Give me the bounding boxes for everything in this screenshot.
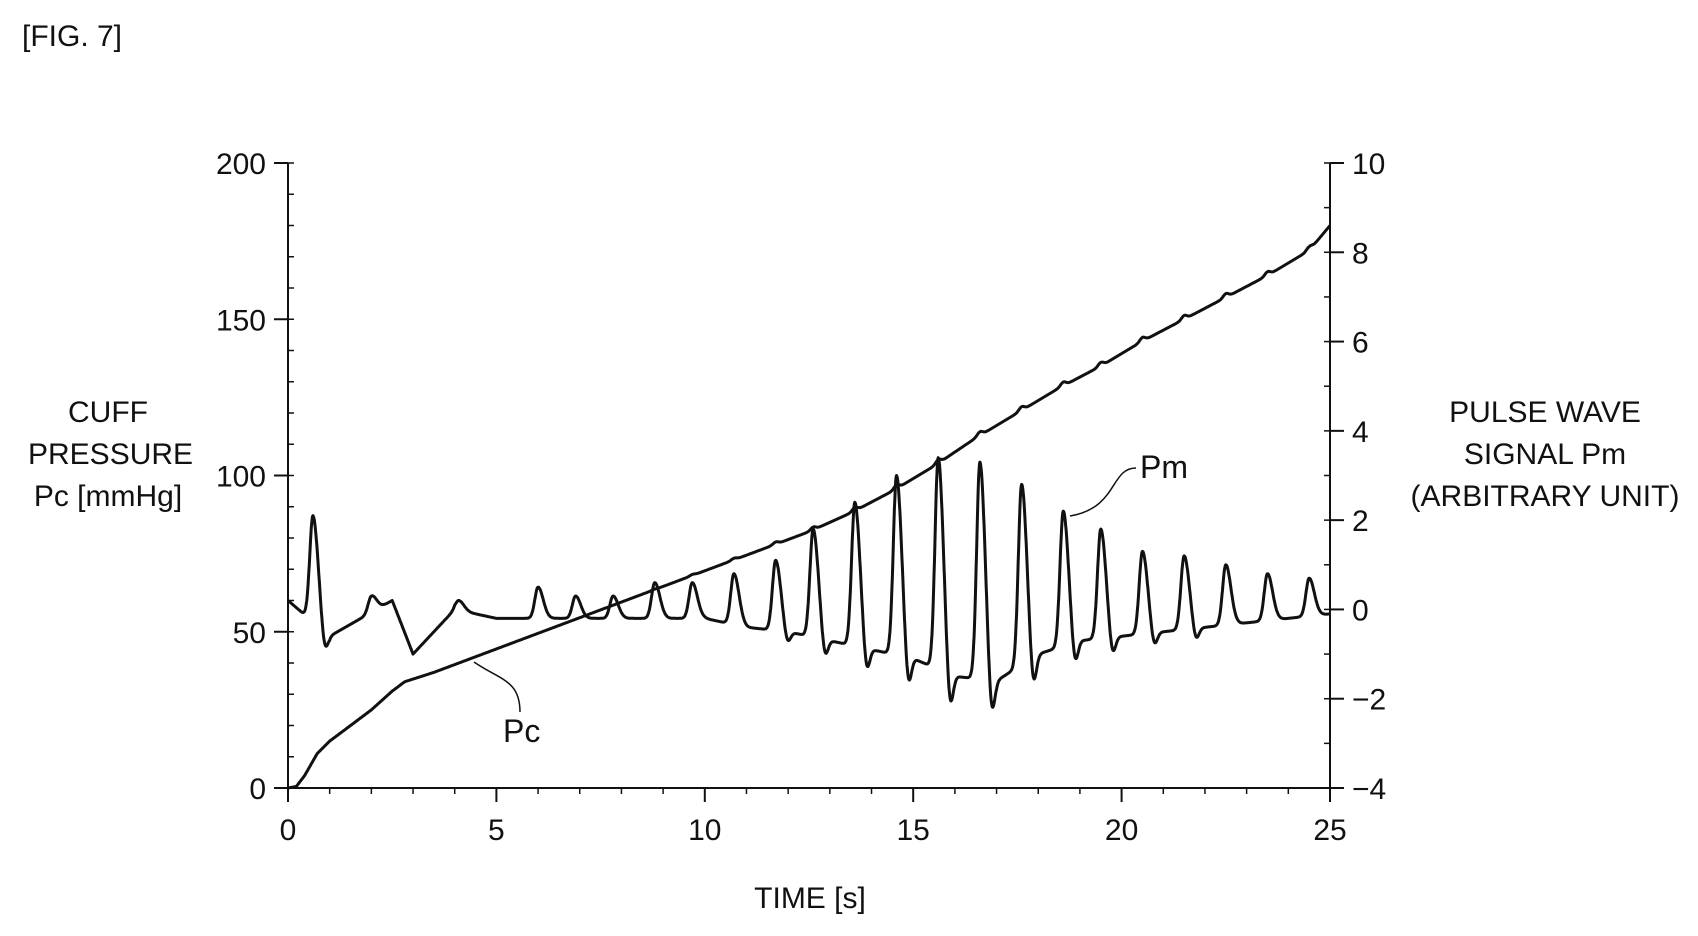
y-axis-right-label-line: (ARBITRARY UNIT): [1410, 480, 1680, 513]
annotations: Pm Pc: [473, 449, 1188, 749]
series-line-pm: [286, 456, 1332, 709]
ticks: 0 5 10 15 20 25 0 50 100 150 200 −4 −2 0 2 4 6 8 10: [216, 148, 1386, 847]
y-right-tick-label: 0: [1352, 594, 1369, 627]
annotation-pc-leader: [473, 661, 521, 713]
y-axis-right-label-line: SIGNAL Pm: [1463, 438, 1627, 471]
y-right-tick-label: 4: [1352, 416, 1369, 449]
x-tick-label: 25: [1313, 814, 1346, 847]
series-group: [286, 224, 1332, 790]
y-axis-right-label: PULSE WAVE SIGNAL Pm (ARBITRARY UNIT): [1410, 392, 1680, 518]
x-tick-label: 15: [897, 814, 930, 847]
y-left-tick-label: 150: [216, 304, 266, 337]
y-axis-left-label-line: PRESSURE: [28, 438, 194, 471]
x-tick-label: 20: [1105, 814, 1138, 847]
y-right-tick-label: −4: [1352, 773, 1386, 806]
y-right-tick-label: 8: [1352, 237, 1369, 270]
y-left-tick-label: 0: [249, 773, 266, 806]
y-axis-right-label-line: PULSE WAVE: [1449, 396, 1641, 429]
y-right-tick-label: −2: [1352, 684, 1386, 717]
y-right-tick-label: 10: [1352, 148, 1385, 181]
y-left-tick-label: 50: [233, 617, 266, 650]
y-axis-left-label-line: Pc [mmHg]: [33, 480, 183, 513]
x-tick-label: 0: [280, 814, 297, 847]
y-right-tick-label: 6: [1352, 327, 1369, 360]
y-right-tick-label: 2: [1352, 505, 1369, 538]
x-tick-label: 5: [488, 814, 505, 847]
annotation-pm-leader: [1069, 467, 1137, 517]
y-axis-left-label-line: CUFF: [68, 396, 148, 429]
figure-label: [FIG. 7]: [22, 20, 123, 53]
x-tick-label: 10: [688, 814, 721, 847]
series-line-pc: [287, 224, 1332, 790]
y-left-tick-label: 100: [216, 461, 266, 494]
y-left-tick-label: 200: [216, 148, 266, 181]
y-axis-left-label: CUFF PRESSURE Pc [mmHg]: [28, 392, 194, 518]
annotation-pc-label: Pc: [503, 713, 540, 749]
annotation-pm-label: Pm: [1140, 449, 1188, 485]
x-axis-label: TIME [s]: [754, 882, 866, 915]
